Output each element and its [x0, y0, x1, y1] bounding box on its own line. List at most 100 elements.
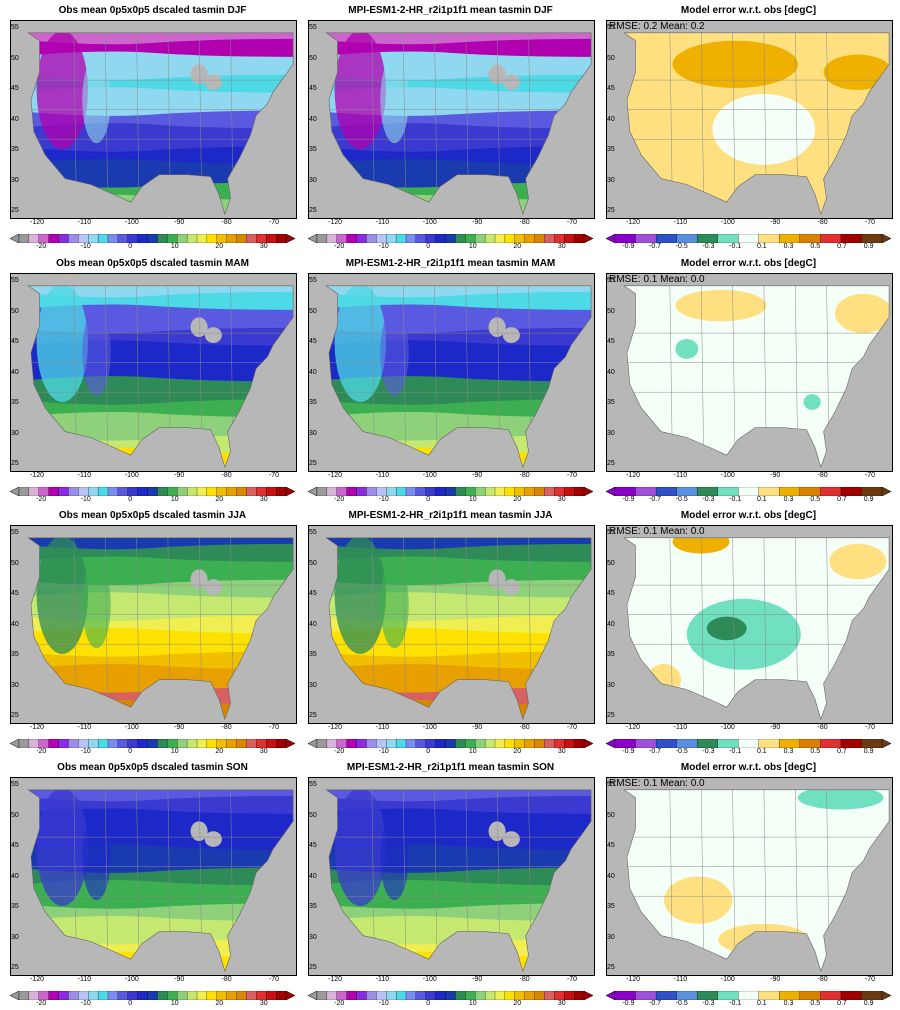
colorbar-tick-label: 20 — [215, 748, 224, 755]
error-colorbar-swatch — [676, 487, 698, 496]
lon-tick-label: -100 — [720, 219, 735, 226]
temperature-colorbar-swatch — [395, 739, 407, 748]
temperature-colorbar-swatch — [177, 991, 188, 1000]
temperature-colorbar-swatch — [366, 234, 377, 243]
error-colorbar-swatch — [758, 739, 780, 748]
temperature-colorbar-swatch — [336, 991, 348, 1000]
map-frame — [10, 525, 297, 724]
temperature-colorbar-swatch — [445, 991, 456, 1000]
error-colorbar-swatch — [840, 739, 862, 748]
temperature-colorbar-swatch — [266, 739, 277, 748]
temperature-colorbar-swatch — [78, 739, 89, 748]
temperature-colorbar-swatch — [117, 234, 129, 243]
colorbar-tick-label: 30 — [557, 1000, 566, 1007]
temperature-colorbar-swatch — [455, 991, 466, 1000]
temperature-colorbar-swatch — [514, 234, 526, 243]
colorbar-tick-label: 30 — [259, 1000, 268, 1007]
temperature-colorbar-swatch — [544, 739, 555, 748]
error-colorbar-swatch — [738, 234, 760, 243]
colorbar-tick-label: -0.1 — [729, 496, 742, 503]
temperature-colorbar-swatch — [564, 991, 575, 1000]
colorbar-tick-label: 0.7 — [837, 1000, 847, 1007]
error-colorbar-swatch — [799, 487, 821, 496]
error-colorbar-swatch — [840, 234, 862, 243]
lat-tick-label: 50 — [309, 307, 317, 315]
lat-tick-label: 25 — [11, 460, 19, 467]
temperature-colorbar-swatch — [316, 234, 328, 243]
error-colorbar-swatch — [614, 234, 636, 243]
map-field — [309, 21, 594, 218]
colorbar-tick-label: 0.5 — [810, 496, 821, 503]
temperature-colorbar-swatch — [58, 739, 69, 748]
temperature-colorbar-swatch — [275, 234, 287, 243]
temperature-colorbar-swatch — [405, 739, 417, 748]
lat-tick-label: 55 — [11, 277, 19, 284]
temperature-colorbar-swatch — [356, 991, 367, 1000]
colorbar-tick-label: -20 — [36, 496, 47, 503]
temperature-colorbar-swatch — [386, 234, 397, 243]
temperature-colorbar-swatch — [78, 234, 89, 243]
lat-tick-label: 25 — [11, 712, 19, 719]
colorbar-tick-label: 20 — [513, 243, 522, 250]
colorbar-tick-label: 0.7 — [837, 243, 847, 250]
error-colorbar-swatch — [676, 991, 698, 1000]
temperature-colorbar-swatch — [544, 234, 555, 243]
temperature-colorbar-swatch — [573, 487, 585, 496]
temperature-colorbar-swatch — [206, 739, 218, 748]
lat-tick-label: 40 — [11, 620, 19, 628]
lat-tick-label: 30 — [309, 933, 317, 941]
temperature-colorbar-swatch — [147, 739, 158, 748]
colorbar-tick-label: 0 — [426, 243, 431, 250]
colorbar-tick-label: 0.9 — [863, 748, 874, 755]
panel-title: Model error w.r.t. obs [degC] — [680, 5, 817, 16]
colorbar-tick-label: 0.5 — [810, 243, 821, 250]
map-field — [607, 526, 892, 723]
lon-tick-label: -80 — [817, 472, 828, 479]
panel-title: Obs mean 0p5x0p5 dscaled tasmin DJF — [58, 5, 247, 16]
temperature-colorbar-swatch — [455, 487, 466, 496]
colorbar-tick-label: 0 — [426, 496, 431, 503]
lon-tick-label: -70 — [268, 472, 280, 479]
error-colorbar-swatch — [635, 991, 657, 1000]
panel-title: Obs mean 0p5x0p5 dscaled tasmin SON — [57, 762, 248, 773]
temperature-colorbar-swatch — [38, 234, 50, 243]
lat-tick-label: 40 — [607, 115, 615, 123]
lon-tick-label: -120 — [625, 472, 640, 479]
temperature-colorbar-swatch — [425, 739, 437, 748]
lon-tick-label: -80 — [519, 219, 530, 226]
temperature-colorbar-swatch — [465, 234, 476, 243]
error-colorbar-swatch — [779, 991, 801, 1000]
temperature-colorbar-swatch — [455, 234, 466, 243]
lon-tick-label: -120 — [327, 472, 342, 479]
colorbar-tick-label: 0.5 — [810, 748, 821, 755]
temperature-colorbar-swatch — [475, 739, 486, 748]
temperature-colorbar-swatch — [346, 487, 358, 496]
colorbar-tick-label: 10 — [170, 748, 179, 755]
colorbar-tick-label: 30 — [259, 243, 268, 250]
temperature-colorbar-swatch — [88, 234, 99, 243]
temperature-colorbar — [10, 234, 295, 243]
lon-tick-label: -70 — [864, 724, 876, 731]
lat-tick-label: 30 — [11, 429, 19, 437]
temperature-colorbar-swatch — [246, 991, 257, 1000]
temperature-colorbar — [308, 487, 593, 496]
colorbar-tick-label: 0 — [128, 496, 133, 503]
lon-tick-label: -110 — [77, 219, 92, 226]
temperature-colorbar-swatch — [524, 739, 536, 748]
lat-tick-label: 35 — [309, 146, 317, 153]
lon-tick-label: -90 — [770, 472, 781, 479]
lon-tick-label: -110 — [375, 472, 390, 479]
temperature-colorbar-swatch — [88, 991, 99, 1000]
colorbar-tick-label: 0.3 — [783, 243, 794, 250]
temperature-colorbar-swatch — [226, 234, 238, 243]
temperature-colorbar-swatch — [167, 487, 178, 496]
lon-tick-label: -110 — [77, 724, 92, 731]
lat-tick-label: 40 — [11, 368, 19, 376]
error-colorbar-swatch — [758, 991, 780, 1000]
temperature-colorbar-swatch — [177, 234, 188, 243]
colorbar-tick-label: -10 — [378, 243, 389, 250]
lon-tick-label: -70 — [566, 472, 578, 479]
temperature-colorbar-swatch — [58, 234, 69, 243]
colorbar-tick-label: -10 — [378, 748, 389, 755]
temperature-colorbar-swatch — [256, 739, 267, 748]
